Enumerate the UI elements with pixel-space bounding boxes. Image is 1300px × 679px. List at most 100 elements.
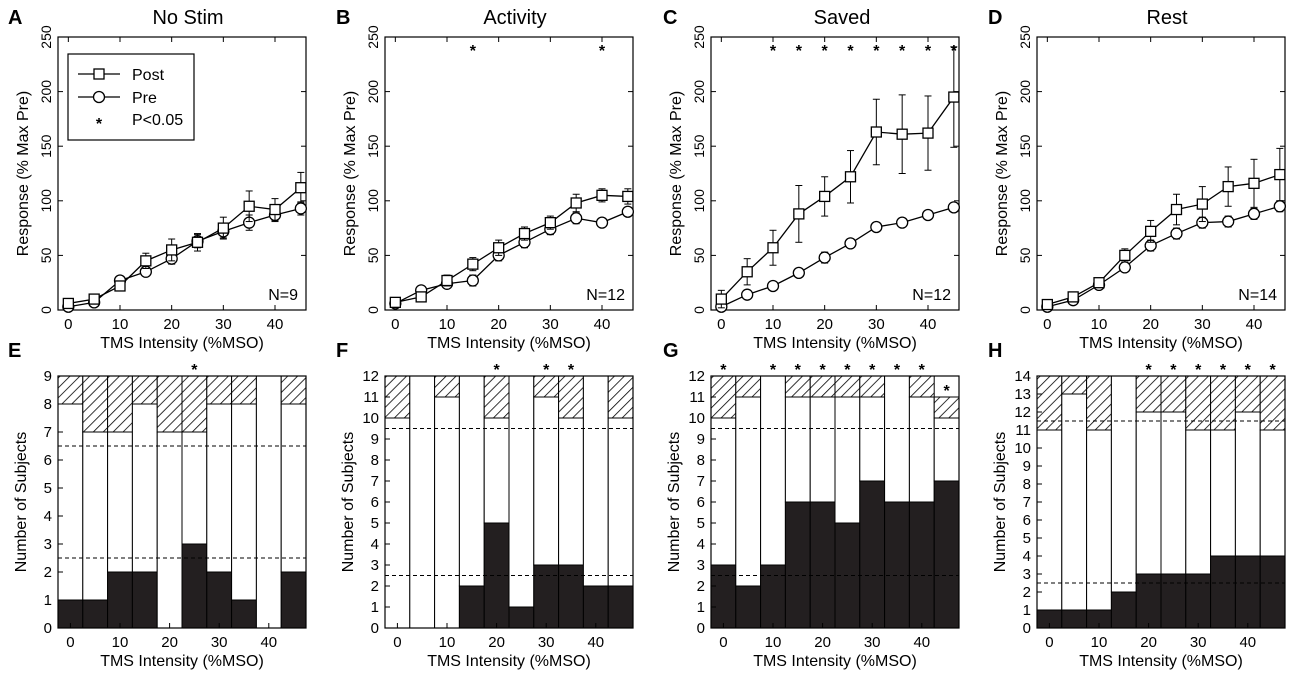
panel-b-xtick-label: 0	[391, 316, 399, 333]
panel-c-ytick-label: 0	[691, 306, 707, 314]
panel-f-ytick-label: 1	[371, 599, 379, 616]
panel-c-post-point	[715, 293, 727, 305]
panel-g-ytick-label: 9	[697, 431, 705, 448]
panel-d-xtick-label: 20	[1142, 316, 1159, 333]
panel-e-xlabel: TMS Intensity (%MSO)	[100, 653, 264, 670]
panel-d-post-point	[1274, 168, 1286, 181]
panel-c-xlabel: TMS Intensity (%MSO)	[753, 335, 917, 352]
panel-e-ytick-label: 1	[44, 592, 52, 609]
panel-b-post-point	[518, 227, 531, 240]
panel-d-pre-point	[1273, 200, 1286, 213]
panel-b-pre-point	[621, 205, 634, 218]
panel-h-bar-decrease	[1185, 573, 1212, 629]
panel-h-bar-decrease	[1259, 555, 1286, 629]
panel-g-xtick-label: 0	[719, 634, 727, 651]
panel-f-bar-no-change	[607, 417, 634, 587]
panel-c-post-point	[819, 190, 831, 203]
panel-b-pre-point	[570, 212, 583, 225]
panel-g-ytick-label: 11	[689, 389, 705, 406]
panel-e-significance-star: *	[191, 362, 198, 379]
panel-a-post-point	[62, 297, 74, 310]
panel-a-ytick-label: 250	[38, 25, 54, 49]
panel-d-xlabel: TMS Intensity (%MSO)	[1079, 335, 1243, 352]
panel-h-bar-increase	[1036, 375, 1063, 431]
panel-h-significance-star: *	[1269, 362, 1276, 379]
panel-a-ytick-label: 200	[38, 80, 54, 104]
panel-f-bar-no-change	[483, 417, 510, 524]
panel-g-significance-star: *	[894, 362, 901, 379]
panel-d-ylabel: Response (% Max Pre)	[994, 91, 1011, 256]
panel-g-ytick-label: 2	[697, 578, 705, 595]
panel-f-bar-no-change	[434, 396, 460, 629]
panel-letter-a: A	[8, 7, 22, 29]
panel-g-bar-increase	[834, 375, 861, 398]
panel-h-ytick-label: 13	[1014, 386, 1031, 403]
panel-e-ytick-label: 7	[44, 424, 52, 441]
panel-h-ytick-label: 10	[1014, 440, 1031, 457]
panel-h-bar-decrease	[1160, 573, 1187, 629]
panel-a-post-point	[166, 244, 178, 256]
panel-c-post-line	[720, 96, 955, 300]
panel-b-n-label: N=12	[586, 287, 625, 304]
panel-c-ytick-label: 150	[691, 134, 707, 158]
panel-a-post-point	[217, 222, 229, 234]
panel-d-ytick-label: 200	[1017, 80, 1033, 104]
panel-f-ylabel: Number of Subjects	[340, 432, 357, 573]
panel-b-post-point	[415, 291, 427, 303]
panel-h-bar-increase	[1185, 375, 1212, 431]
panel-f-ytick-label: 7	[371, 473, 379, 490]
panel-a-ytick-label: 0	[38, 306, 54, 314]
panel-h-bar-increase	[1259, 375, 1286, 431]
panel-d-pre-point	[1170, 227, 1183, 240]
panel-b-pre-point	[595, 216, 609, 229]
panel-letter-f: F	[336, 340, 348, 362]
panel-g-bar-increase	[735, 375, 762, 398]
panel-h-bar-decrease	[1061, 609, 1088, 629]
panel-f-bar-decrease	[458, 585, 485, 629]
panel-h-significance-star: *	[1245, 362, 1252, 379]
panel-g-bar-no-change	[710, 417, 737, 566]
panel-b-xtick-label: 30	[542, 316, 559, 333]
panel-g-bar-decrease	[933, 480, 960, 629]
panel-d-post-point	[1145, 225, 1157, 238]
panel-a-ylabel: Response (% Max Pre)	[15, 91, 32, 256]
panel-a-xtick-label: 10	[112, 316, 129, 333]
panel-e-bar-increase	[82, 375, 109, 433]
panel-f-bar-increase	[607, 375, 634, 419]
panel-c-pre-point	[741, 288, 754, 301]
panel-d-pre-line	[1047, 205, 1281, 308]
panel-g-significance-star: *	[919, 362, 926, 379]
panel-h-bar-decrease	[1135, 573, 1162, 629]
panel-e-xtick-label: 20	[161, 634, 178, 651]
panel-a-xlabel: TMS Intensity (%MSO)	[100, 335, 264, 352]
panel-c-post-point	[922, 127, 934, 139]
panel-e-bar-decrease	[107, 571, 133, 629]
panel-e-bar-no-change	[131, 403, 158, 573]
panel-f-bar-no-change	[582, 375, 609, 587]
panel-h-bar-decrease	[1234, 555, 1261, 629]
panel-letter-g: G	[663, 340, 679, 362]
panel-g-significance-star: *	[795, 362, 802, 379]
panel-g-bar-increase	[933, 396, 960, 419]
panel-g-bar-decrease	[735, 585, 762, 629]
panel-e-xtick-label: 10	[112, 634, 129, 651]
panel-g-bar-increase	[859, 375, 886, 398]
panel-h-bar-increase	[1160, 375, 1187, 413]
panel-letter-b: B	[336, 7, 350, 29]
panel-e-bar-increase	[206, 375, 233, 405]
panel-h-ylabel: Number of Subjects	[992, 432, 1009, 573]
panel-g-bar-decrease	[859, 480, 886, 629]
panel-b-xtick-label: 10	[439, 316, 456, 333]
panel-a-post-point	[243, 200, 255, 212]
panel-g-bar-decrease	[809, 501, 836, 629]
panel-g-bar-no-change	[735, 396, 762, 587]
panel-h-ytick-label: 4	[1023, 548, 1031, 565]
panel-e-ytick-label: 4	[44, 508, 52, 525]
panel-b-post-point	[467, 258, 479, 270]
panel-c-pre-point	[844, 237, 857, 250]
panel-a-axes-frame	[57, 36, 307, 311]
legend-pre-label: Pre	[132, 90, 157, 107]
panel-d-xtick-label: 30	[1194, 316, 1211, 333]
